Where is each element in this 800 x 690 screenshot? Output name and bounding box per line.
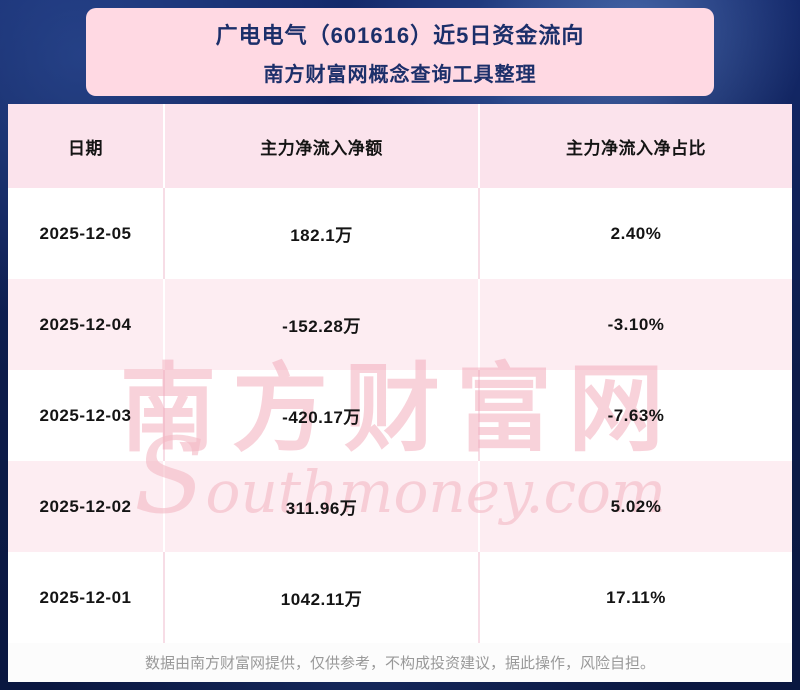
amount-cell: -152.28万 (165, 279, 480, 370)
amount-value: 1042.11万 (280, 590, 363, 609)
amount-cell: -420.17万 (165, 370, 480, 461)
date-value: 2025-12-04 (39, 314, 132, 334)
amount-cell: 182.1万 (165, 188, 480, 279)
column-header-date: 日期 (8, 104, 165, 188)
page-subtitle: 南方财富网概念查询工具整理 (263, 63, 537, 86)
date-value: 2025-12-03 (39, 405, 132, 425)
column-header-amount: 主力净流入净额 (165, 104, 480, 188)
date-cell: 2025-12-01 (8, 552, 165, 643)
date-cell: 2025-12-05 (8, 188, 165, 279)
table-row: 2025-12-02 311.96万 5.02% (8, 461, 792, 552)
date-value: 2025-12-02 (39, 496, 132, 516)
amount-cell: 311.96万 (165, 461, 480, 552)
table-row: 2025-12-01 1042.11万 17.11% (8, 552, 792, 643)
table-row: 2025-12-05 182.1万 2.40% (8, 188, 792, 279)
ratio-value: -3.10% (607, 314, 665, 334)
column-header-ratio: 主力净流入净占比 (480, 104, 792, 188)
fund-flow-table: 日期 主力净流入净额 主力净流入净占比 2025-12-05 182.1万 2.… (8, 104, 792, 643)
ratio-cell: -3.10% (480, 279, 792, 370)
ratio-cell: 17.11% (480, 552, 792, 643)
ratio-value: 2.40% (610, 223, 662, 243)
page-title: 广电电气（601616）近5日资金流向 (215, 22, 585, 48)
title-banner: 广电电气（601616）近5日资金流向 南方财富网概念查询工具整理 (86, 8, 714, 96)
ratio-value: 17.11% (606, 587, 666, 607)
column-header-ratio-label: 主力净流入净占比 (566, 138, 706, 158)
date-value: 2025-12-05 (39, 223, 132, 243)
amount-value: -152.28万 (282, 317, 361, 336)
ratio-value: 5.02% (610, 496, 662, 516)
date-cell: 2025-12-04 (8, 279, 165, 370)
column-header-amount-label: 主力净流入净额 (260, 138, 383, 158)
date-cell: 2025-12-02 (8, 461, 165, 552)
amount-cell: 1042.11万 (165, 552, 480, 643)
date-cell: 2025-12-03 (8, 370, 165, 461)
disclaimer-bar: 数据由南方财富网提供，仅供参考，不构成投资建议，据此操作，风险自担。 (8, 643, 792, 682)
ratio-cell: -7.63% (480, 370, 792, 461)
amount-value: -420.17万 (282, 408, 361, 427)
ratio-cell: 5.02% (480, 461, 792, 552)
table-row: 2025-12-04 -152.28万 -3.10% (8, 279, 792, 370)
table-row: 2025-12-03 -420.17万 -7.63% (8, 370, 792, 461)
amount-value: 182.1万 (290, 226, 353, 245)
column-header-date-label: 日期 (68, 138, 103, 158)
amount-value: 311.96万 (285, 499, 358, 518)
disclaimer-text: 数据由南方财富网提供，仅供参考，不构成投资建议，据此操作，风险自担。 (144, 655, 655, 672)
date-value: 2025-12-01 (39, 587, 132, 607)
ratio-value: -7.63% (607, 405, 665, 425)
ratio-cell: 2.40% (480, 188, 792, 279)
table-header-row: 日期 主力净流入净额 主力净流入净占比 (8, 104, 792, 188)
